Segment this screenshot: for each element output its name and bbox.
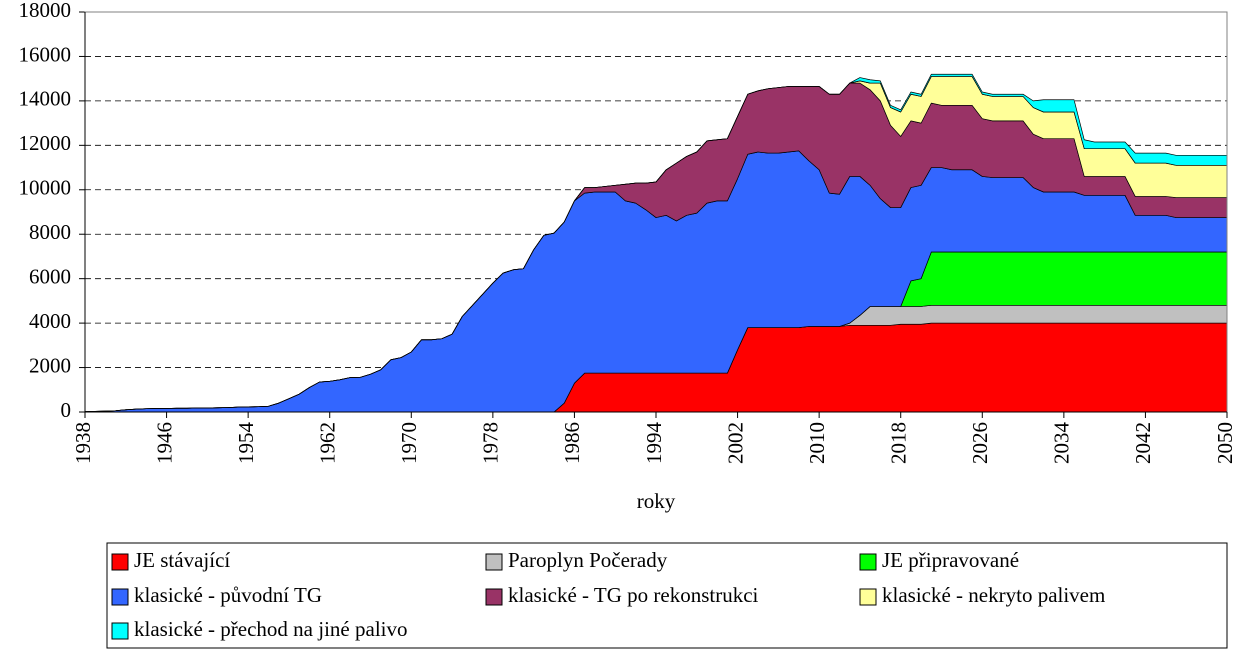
x-tick-label: 2002 bbox=[723, 422, 747, 464]
x-axis-label: roky bbox=[637, 489, 676, 513]
y-tick-label: 14000 bbox=[19, 87, 72, 111]
x-tick-label: 1970 bbox=[397, 422, 421, 464]
y-tick-label: 4000 bbox=[29, 309, 71, 333]
legend-label: JE připravované bbox=[882, 548, 1019, 572]
y-tick-label: 8000 bbox=[29, 220, 71, 244]
legend-label: klasické - nekryto palivem bbox=[882, 583, 1105, 607]
legend-label: klasické - původní TG bbox=[134, 583, 322, 607]
legend-swatch bbox=[859, 553, 877, 571]
x-tick-label: 1946 bbox=[152, 422, 176, 464]
legend-swatch bbox=[859, 588, 877, 606]
x-tick-label: 1986 bbox=[560, 422, 584, 464]
x-tick-label: 1962 bbox=[316, 422, 340, 464]
y-tick-label: 18000 bbox=[19, 0, 72, 22]
x-tick-label: 1994 bbox=[642, 422, 666, 465]
y-tick-label: 6000 bbox=[29, 264, 71, 288]
x-tick-label: 2050 bbox=[1213, 422, 1237, 464]
legend-swatch bbox=[111, 553, 129, 571]
x-tick-label: 2018 bbox=[887, 422, 911, 464]
y-tick-label: 10000 bbox=[19, 176, 72, 200]
legend-label: klasické - přechod na jiné palivo bbox=[134, 617, 407, 641]
x-tick-label: 1954 bbox=[234, 422, 258, 465]
y-tick-label: 12000 bbox=[19, 131, 72, 155]
x-tick-label: 2010 bbox=[805, 422, 829, 464]
legend-swatch bbox=[485, 553, 503, 571]
x-tick-label: 2034 bbox=[1050, 422, 1074, 465]
legend-label: Paroplyn Počerady bbox=[508, 548, 668, 572]
x-tick-label: 2042 bbox=[1131, 422, 1155, 464]
legend-swatch bbox=[111, 622, 129, 640]
y-tick-label: 0 bbox=[61, 398, 72, 422]
y-tick-label: 2000 bbox=[29, 353, 71, 377]
legend-swatch bbox=[111, 588, 129, 606]
legend-swatch bbox=[485, 588, 503, 606]
legend-label: klasické - TG po rekonstrukci bbox=[508, 583, 759, 607]
y-tick-label: 16000 bbox=[19, 42, 72, 66]
x-tick-label: 1938 bbox=[71, 422, 95, 464]
x-tick-label: 2026 bbox=[968, 422, 992, 464]
legend-label: JE stávající bbox=[134, 548, 230, 572]
x-tick-label: 1978 bbox=[479, 422, 503, 464]
legend-box bbox=[106, 542, 1228, 649]
